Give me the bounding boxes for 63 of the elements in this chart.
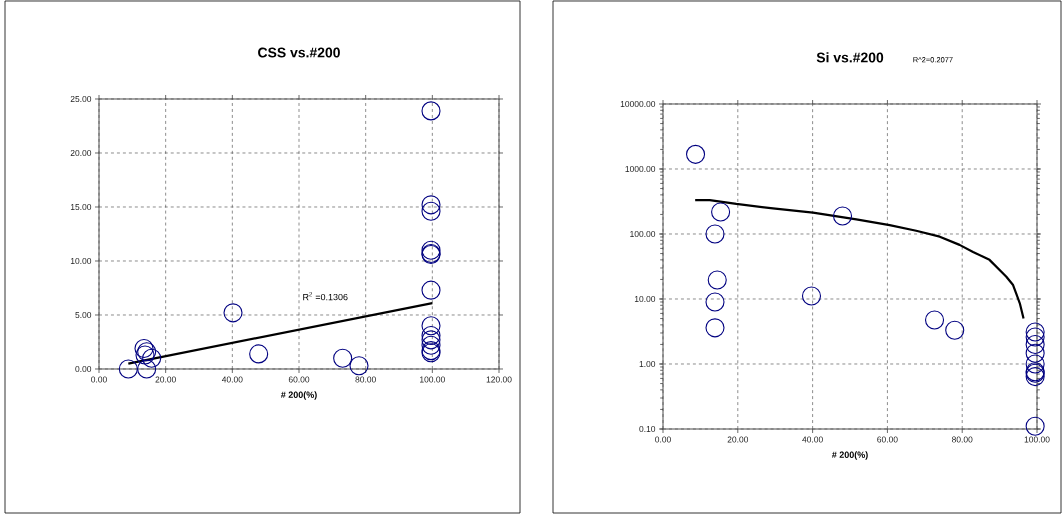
y-tick-label: 15.00 [70,204,92,210]
x-tick-label: 60.00 [877,436,898,443]
point [421,330,441,350]
point [686,144,706,164]
x-tick-label: 40.00 [802,436,823,443]
x-tick-label: 0.00 [655,436,671,443]
y-tick-label: 25.00 [70,96,92,102]
point [421,280,441,300]
point [705,318,725,338]
y-tick-label: 10000.00 [620,101,656,107]
point [1025,322,1045,342]
x-tick-label: 100.00 [420,376,445,383]
point [349,356,369,376]
x-axis-title: # 200(%) [280,391,317,400]
y-tick-label: 0.10 [639,426,656,432]
point [945,320,965,340]
y-tick-label: 10.00 [634,296,656,302]
line-series [694,198,1025,320]
x-tick-label: 80.00 [355,376,376,383]
y-tick-label: 5.00 [75,312,92,318]
y-tick-label: 1000.00 [625,166,656,172]
chart-title: CSS vs.#200 [258,47,340,58]
x-tick-label: 100.00 [1024,436,1050,443]
point [707,270,727,290]
point [711,202,731,222]
point [421,201,441,221]
point [1025,416,1045,436]
y-tick-label: 0.00 [75,366,92,372]
point [705,292,725,312]
point [1025,367,1045,387]
point [1025,334,1045,354]
point [421,316,441,336]
y-tick-label: 10.00 [70,258,92,264]
point [421,325,441,346]
point [1025,343,1045,363]
point [421,335,441,355]
point [137,359,157,379]
point [333,348,353,368]
annotation: R$^{2}$ =0.1306 [303,292,348,301]
point [223,303,243,323]
point [421,195,441,215]
x-tick-label: 120.00 [486,376,512,383]
x-tick-label: 20.00 [155,376,176,383]
point [249,344,269,364]
point [705,224,725,244]
point [832,206,853,226]
y-tick-label: 20.00 [70,150,92,156]
y-tick-label: 100.00 [630,231,656,237]
point [801,286,822,306]
y-tick-label: 1.00 [639,361,656,367]
x-tick-label: 80.00 [951,436,973,443]
point [924,310,945,330]
x-tick-label: 60.00 [288,376,310,383]
x-axis-title: # 200(%) [831,451,868,460]
point [118,359,138,379]
x-tick-label: 20.00 [727,436,749,443]
chart-title: Si vs.#200 [816,52,884,63]
point [1025,354,1045,374]
x-tick-label: 40.00 [221,376,243,383]
point [421,101,441,121]
point [1025,327,1045,347]
point [142,348,162,368]
x-tick-label: 0.00 [91,376,107,383]
